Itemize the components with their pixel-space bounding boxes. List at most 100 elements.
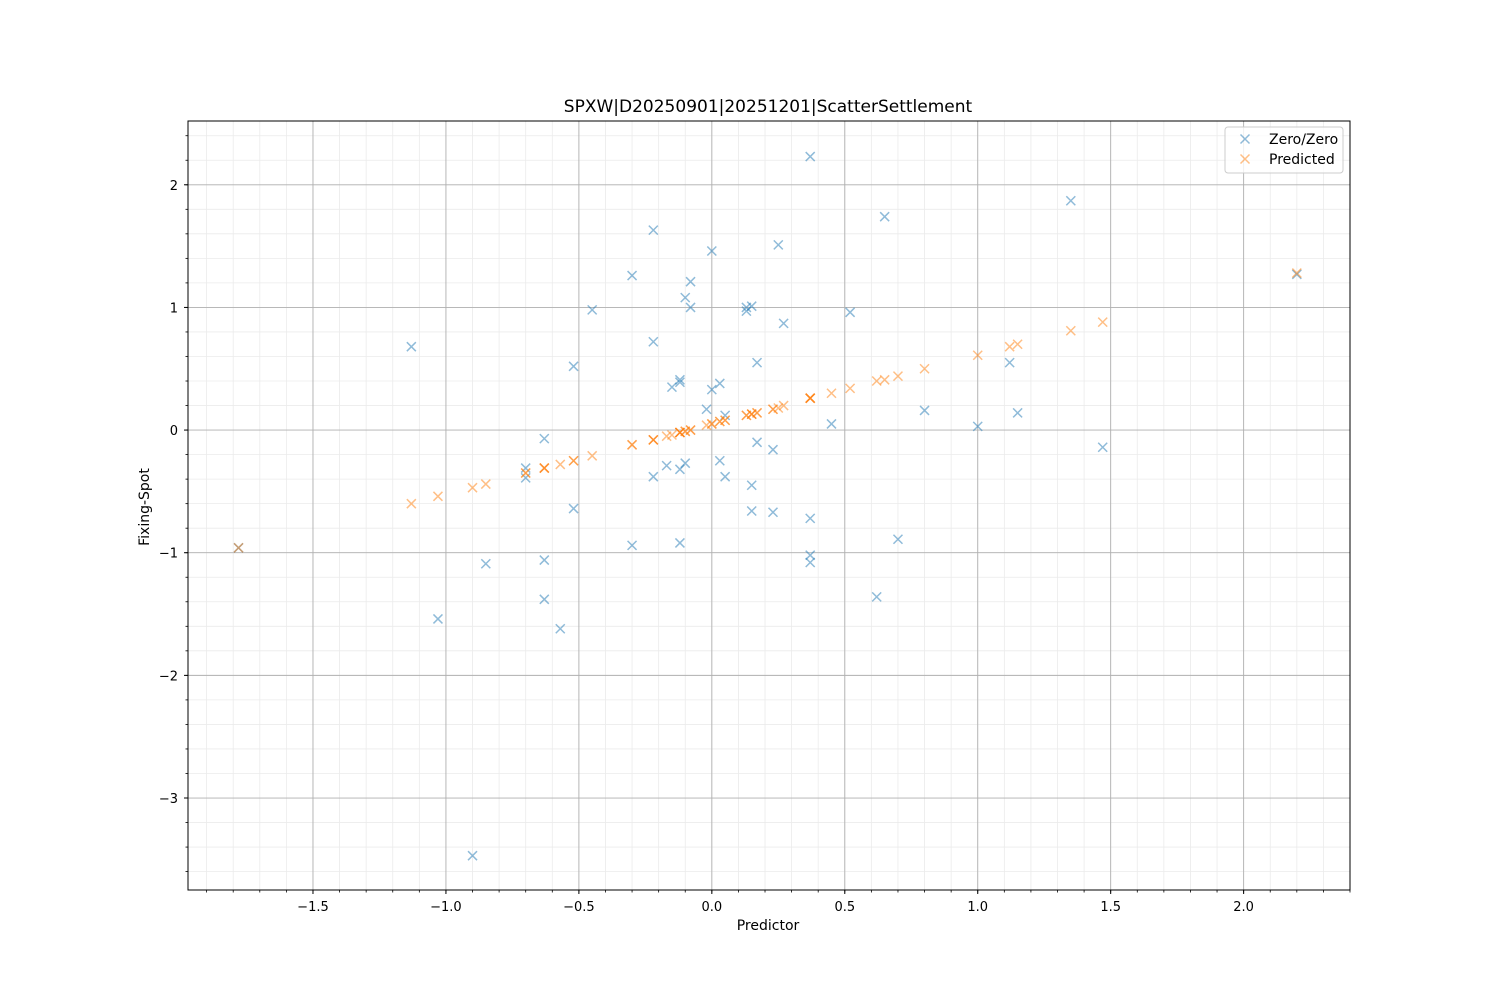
data-point	[892, 534, 903, 545]
series-zero-zero	[233, 151, 1302, 861]
data-point	[746, 480, 757, 491]
legend: Zero/Zero Predicted	[1224, 126, 1344, 174]
data-point	[714, 455, 725, 466]
y-tick-label: −1	[159, 547, 178, 562]
data-point	[648, 434, 659, 445]
data-point	[685, 425, 696, 436]
x-tick-label: 2.0	[1233, 900, 1254, 915]
data-point	[767, 507, 779, 518]
data-point	[587, 304, 598, 315]
data-point	[892, 371, 903, 382]
data-point	[1065, 325, 1076, 336]
data-point	[666, 382, 677, 393]
data-point	[233, 542, 244, 553]
data-point	[879, 374, 890, 385]
x-tick-label: −1.5	[297, 900, 329, 915]
data-point	[539, 594, 550, 605]
data-point	[568, 503, 579, 514]
data-point	[680, 458, 691, 469]
data-point	[627, 270, 638, 281]
chart-title: SPXW|D20250901|20251201|ScatterSettlemen…	[564, 97, 973, 117]
y-tick-label: −3	[159, 792, 178, 807]
y-tick-label: 1	[170, 301, 178, 316]
y-tick-label: 2	[170, 179, 178, 194]
data-point	[1291, 269, 1302, 280]
data-point	[685, 276, 696, 287]
data-point	[432, 613, 443, 624]
data-point	[1012, 407, 1023, 418]
y-tick-label: −2	[159, 669, 178, 684]
data-point	[720, 415, 731, 426]
data-point	[680, 292, 691, 303]
data-point	[539, 433, 550, 444]
data-point	[661, 460, 672, 471]
data-point	[555, 459, 566, 470]
data-point	[674, 537, 685, 548]
x-tick-label: −0.5	[563, 900, 595, 915]
data-point	[845, 307, 856, 318]
data-point	[972, 421, 983, 432]
data-point	[706, 418, 717, 429]
data-point	[778, 400, 789, 411]
data-point	[826, 388, 837, 399]
data-point	[648, 336, 659, 347]
data-point	[520, 467, 531, 479]
data-point	[674, 377, 685, 388]
x-tick-label: −1.0	[430, 900, 462, 915]
x-tick-label: 1.0	[967, 900, 988, 915]
data-point	[773, 402, 784, 414]
data-point	[714, 378, 725, 389]
data-point	[480, 558, 491, 569]
data-point	[568, 361, 579, 372]
data-point	[648, 225, 659, 236]
legend-label: Zero/Zero	[1269, 132, 1338, 148]
data-point	[805, 550, 816, 561]
data-point	[406, 498, 417, 509]
data-point	[627, 540, 638, 551]
data-point	[773, 239, 784, 250]
data-point	[720, 471, 731, 482]
data-point	[746, 505, 757, 517]
data-point	[706, 384, 717, 395]
plot-frame	[187, 120, 1351, 891]
data-point	[752, 357, 763, 368]
data-point	[845, 383, 856, 394]
data-point	[746, 301, 757, 312]
data-point	[767, 444, 779, 455]
data-point	[539, 555, 550, 566]
x-tick-label: 0.5	[834, 900, 855, 915]
data-point	[627, 439, 638, 450]
x-axis-label: Predictor	[737, 918, 800, 934]
data-point	[674, 374, 685, 385]
data-point	[480, 479, 491, 490]
data-point	[666, 429, 677, 441]
axis-ticks: −1.5 −1.0 −0.5 0.0 0.5 1.0 1.5 2.0 −3 −2 −1 0 1 2	[159, 135, 1351, 915]
series-predicted	[233, 268, 1302, 553]
x-tick-label: 0.0	[701, 900, 722, 915]
data-points	[233, 151, 1302, 861]
x-tick-label: 1.5	[1100, 900, 1121, 915]
data-point	[555, 623, 566, 634]
data-point	[685, 302, 696, 313]
data-point	[648, 471, 659, 482]
data-point	[752, 407, 763, 418]
data-point	[1291, 268, 1302, 279]
data-point	[1004, 357, 1015, 368]
data-point	[520, 472, 531, 483]
y-tick-label: 0	[170, 424, 178, 439]
data-point	[1097, 442, 1108, 453]
data-point	[432, 491, 443, 502]
data-point	[805, 513, 816, 524]
data-point	[1097, 317, 1108, 328]
data-point	[805, 557, 816, 568]
data-point	[1004, 341, 1015, 352]
data-point	[706, 245, 717, 257]
data-point	[1065, 195, 1076, 206]
data-point	[826, 418, 837, 429]
data-point	[467, 482, 478, 493]
data-point	[752, 437, 763, 448]
data-point	[919, 363, 930, 374]
data-point	[919, 405, 930, 416]
data-point	[1012, 339, 1023, 350]
